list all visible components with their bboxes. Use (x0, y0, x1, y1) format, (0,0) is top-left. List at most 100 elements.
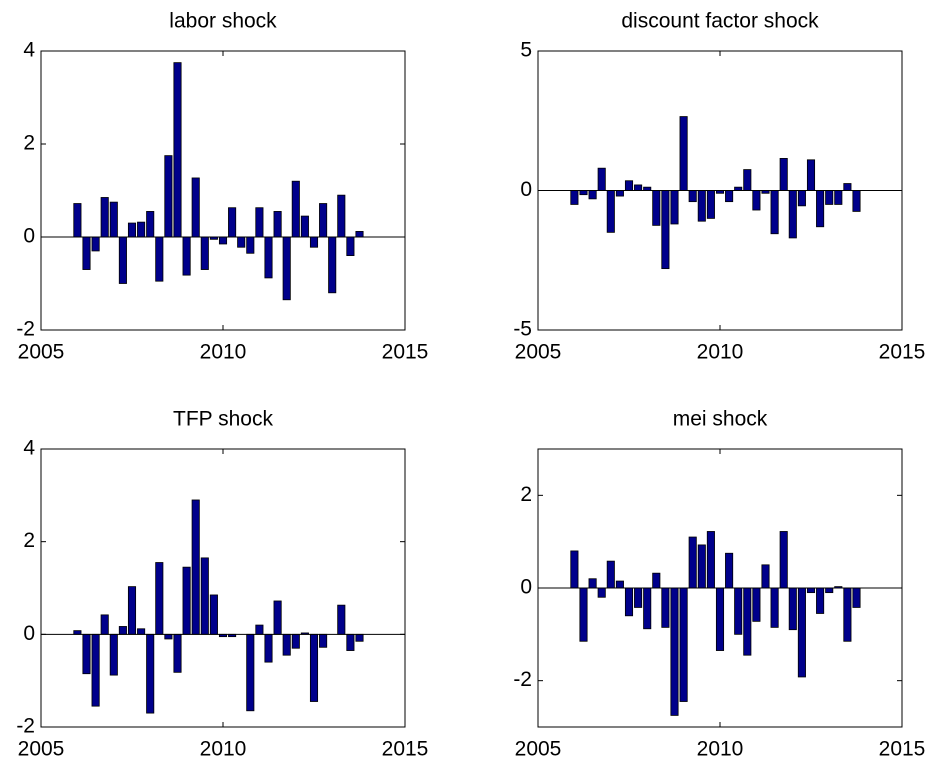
axes-box (40, 448, 406, 728)
bar (127, 586, 137, 635)
x-tick-label: 2015 (879, 738, 926, 761)
y-tick-label: 0 (23, 622, 35, 645)
bar (788, 587, 797, 631)
bar (706, 190, 715, 219)
chart-title: TFP shock (173, 408, 273, 431)
bar (228, 207, 237, 238)
bar (624, 587, 634, 617)
bar (273, 211, 282, 238)
bar (109, 201, 118, 238)
bar (173, 62, 182, 238)
bar (164, 155, 173, 238)
bar (155, 562, 164, 635)
bar (806, 587, 816, 594)
bar (743, 169, 752, 191)
bar (797, 587, 806, 678)
x-tick-label: 2010 (697, 341, 744, 364)
bar (761, 564, 770, 589)
bar (282, 236, 291, 301)
bar (661, 190, 670, 270)
bar (137, 221, 146, 238)
bar (273, 600, 282, 635)
bar (328, 236, 337, 294)
bar (291, 633, 300, 649)
bar (615, 580, 624, 589)
bar (697, 544, 706, 589)
bar (734, 186, 743, 191)
bar (825, 190, 834, 205)
bar (255, 207, 264, 238)
bar (200, 236, 209, 270)
bar (706, 531, 715, 589)
bar (615, 190, 624, 197)
bar (579, 190, 588, 196)
bar (606, 190, 615, 233)
y-tick-label: -2 (16, 318, 35, 341)
bar (852, 587, 861, 608)
bar (282, 633, 291, 656)
bar (752, 587, 761, 622)
bar (264, 236, 273, 279)
bar (688, 190, 697, 203)
bar (725, 190, 734, 203)
bar (770, 587, 779, 628)
y-tick-label: 0 (520, 178, 532, 201)
y-tick-label: -5 (513, 318, 532, 341)
bar (100, 614, 109, 635)
bar (91, 236, 100, 252)
bar (300, 215, 309, 238)
bar (246, 236, 255, 254)
bar (137, 628, 146, 635)
bar (209, 594, 218, 635)
bar (843, 183, 852, 191)
bar (237, 236, 246, 248)
bar (91, 633, 100, 707)
y-tick-label: 5 (520, 39, 532, 62)
bar (346, 633, 355, 651)
bar (634, 184, 643, 191)
bar (816, 190, 825, 228)
x-tick-label: 2015 (382, 341, 429, 364)
bar (337, 194, 346, 238)
bar (146, 211, 155, 238)
axes-box (40, 50, 406, 331)
x-tick-label: 2010 (200, 341, 247, 364)
bar (109, 633, 118, 676)
bar (624, 180, 634, 191)
bar (255, 624, 264, 635)
bar (570, 550, 579, 589)
bar (743, 587, 752, 656)
bar (770, 190, 779, 235)
bar (118, 626, 127, 635)
bar (355, 633, 364, 642)
bar (679, 587, 688, 702)
bar (588, 578, 597, 589)
bar (73, 630, 82, 635)
bar (715, 587, 725, 651)
bar (816, 587, 825, 614)
chart-title: labor shock (169, 10, 277, 33)
bar (200, 557, 209, 635)
bar (752, 190, 761, 211)
bar (191, 499, 200, 635)
bar (825, 587, 834, 594)
y-tick-label: -2 (513, 668, 532, 691)
y-tick-label: 2 (23, 132, 35, 155)
bar (679, 116, 688, 191)
bar (146, 633, 155, 714)
bar (118, 236, 127, 284)
bar (319, 203, 328, 238)
bar (634, 587, 643, 608)
bar (355, 231, 364, 238)
bar (218, 236, 228, 245)
bar (346, 236, 355, 257)
bar (852, 190, 861, 212)
bar (597, 587, 606, 598)
x-tick-label: 2005 (18, 341, 65, 364)
bar (652, 572, 661, 589)
x-tick-label: 2010 (200, 738, 247, 761)
bar (661, 587, 670, 628)
bar (670, 190, 679, 225)
bar (779, 531, 788, 589)
bar (843, 587, 852, 642)
